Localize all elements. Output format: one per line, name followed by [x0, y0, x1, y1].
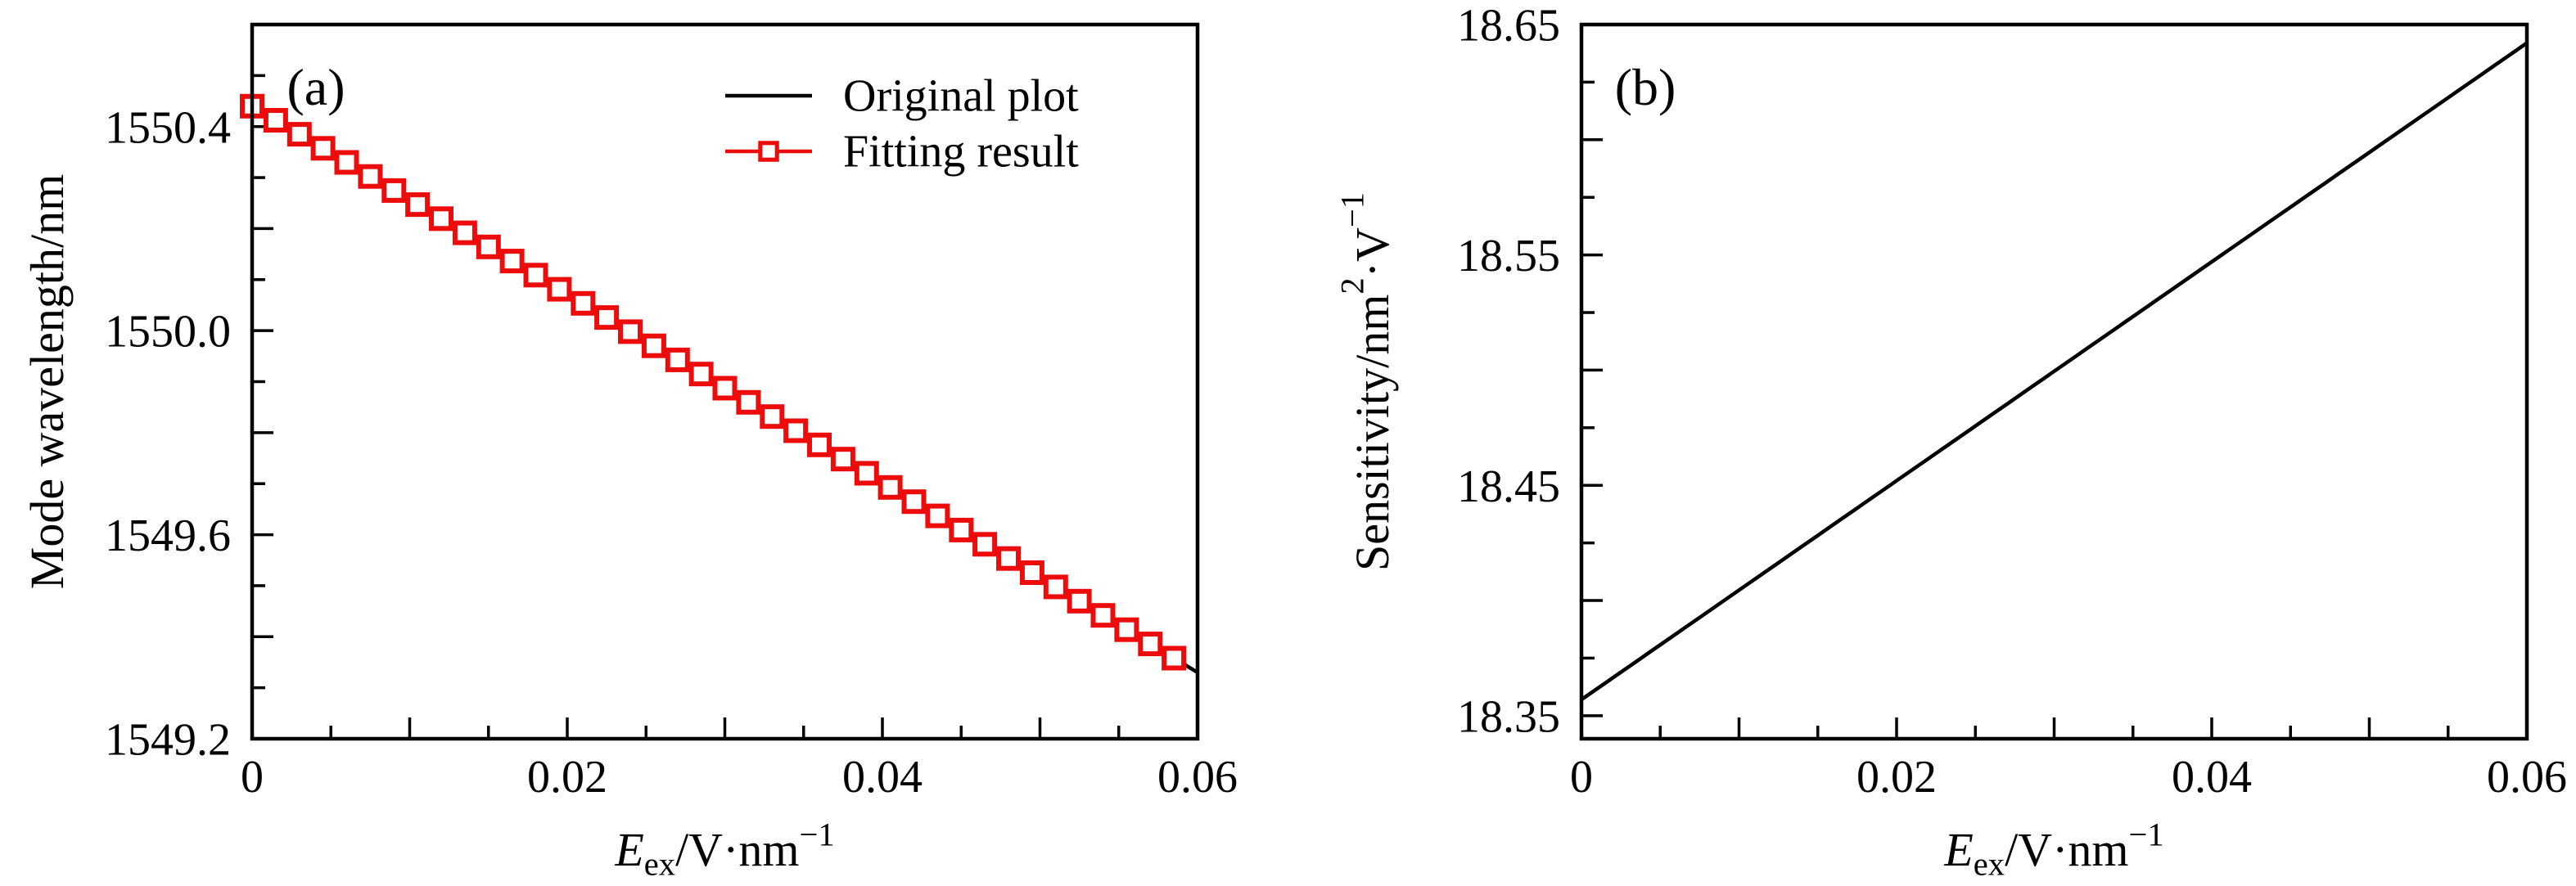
y-tick-label: 18.35 [1457, 691, 1560, 742]
x-ticks-a [250, 717, 1199, 737]
data-marker [665, 347, 690, 372]
x-tick-label: 0.02 [527, 752, 607, 803]
x-tick-label: 0.04 [842, 752, 923, 803]
data-marker [925, 503, 950, 528]
data-marker [1114, 617, 1139, 642]
legend-entry: Fitting result [725, 126, 1079, 177]
plot-frame-a [250, 22, 1200, 741]
panel-a: 0 0.02 0.04 0.06 1550.4 1550.0 1549.6 1549.2 Eex… [20, 22, 1238, 883]
panel-label-b: (b) [1615, 58, 1676, 116]
data-marker [618, 319, 643, 344]
data-marker [783, 418, 809, 443]
data-marker [594, 305, 620, 331]
data-marker [523, 263, 548, 288]
legend-label: Fitting result [843, 126, 1079, 177]
y-tick-label: 18.65 [1457, 1, 1560, 52]
data-marker [901, 489, 927, 515]
data-marker [381, 178, 407, 203]
data-marker [688, 362, 714, 387]
data-marker [499, 249, 525, 274]
y-axis-title-a: Mode wavelength/nm [20, 174, 74, 589]
data-marker [1090, 603, 1116, 628]
data-marker [334, 150, 359, 175]
panel-label-a: (a) [286, 58, 345, 116]
y-tick-label: 18.55 [1457, 231, 1560, 281]
series-fitting-markers [240, 93, 1187, 671]
panel-b: 0 0.02 0.04 0.06 18.65 18.55 18.45 18.35 Eex/V·n… [1333, 1, 2567, 883]
data-marker [854, 461, 879, 486]
data-marker [429, 206, 453, 232]
data-marker [830, 447, 855, 472]
data-marker [807, 432, 832, 457]
x-tick-label: 0.06 [1157, 752, 1238, 803]
data-marker [760, 404, 785, 430]
x-tick-label: 0 [241, 752, 264, 803]
y-ticks-b [1583, 23, 1603, 717]
y-tick-label: 18.45 [1457, 461, 1560, 512]
legend-entry: Original plot [725, 70, 1079, 121]
data-marker [1043, 574, 1068, 600]
x-axis-title-a: Eex/V·nm−1 [614, 816, 834, 883]
x-axis-title-b: Eex/V·nm−1 [1943, 816, 2163, 883]
data-marker [1138, 632, 1163, 657]
x-tick-label: 0.04 [2172, 752, 2252, 803]
data-marker [877, 474, 903, 500]
data-marker [571, 290, 596, 316]
x-tick-label: 0 [1570, 752, 1593, 803]
data-marker [452, 220, 477, 245]
series-sensitivity-line [1580, 41, 2529, 701]
data-marker [1019, 560, 1044, 585]
y-tick-label: 1550.4 [105, 102, 231, 153]
data-marker [1162, 645, 1187, 671]
y-tick-label: 1549.6 [105, 510, 231, 561]
data-marker [476, 234, 501, 259]
legend-label: Original plot [843, 70, 1079, 121]
data-marker [972, 532, 998, 557]
legend-marker-sample [758, 141, 779, 162]
data-marker [547, 277, 572, 302]
data-marker [358, 164, 383, 189]
data-marker [712, 376, 738, 401]
x-tick-label: 0.06 [2487, 752, 2567, 803]
y-axis-title-b: Sensitivity/nm2·V−1 [1333, 192, 1398, 571]
y-tick-label: 1549.2 [105, 715, 231, 766]
data-marker [405, 192, 431, 218]
plot-frame-b [1579, 22, 2529, 741]
data-marker [949, 517, 974, 542]
x-tick-label: 0.02 [1856, 752, 1937, 803]
data-marker [286, 122, 312, 147]
data-marker [310, 136, 336, 161]
y-tick-label: 1550.0 [105, 307, 231, 358]
data-marker [641, 333, 666, 358]
data-marker [1067, 588, 1092, 614]
data-marker [996, 546, 1021, 571]
data-marker [736, 389, 761, 415]
data-marker [263, 108, 288, 133]
